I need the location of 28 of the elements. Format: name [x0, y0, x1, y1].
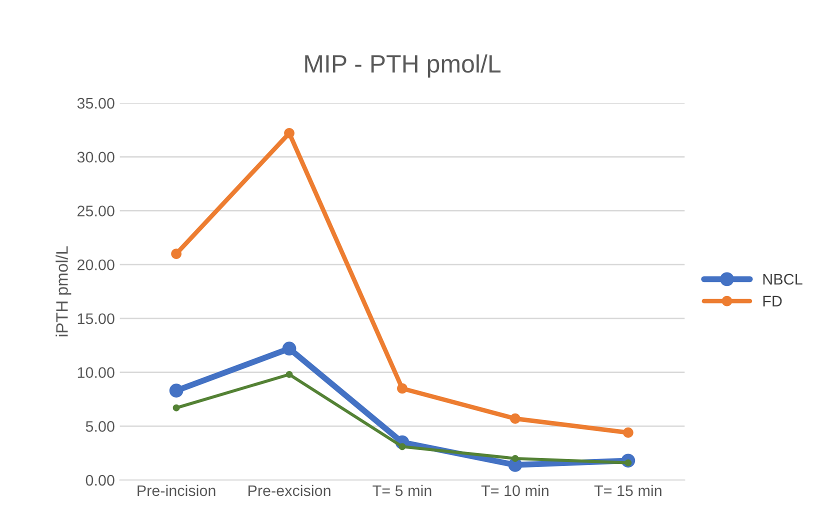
point — [398, 443, 406, 450]
point — [510, 413, 520, 424]
y-tick-label: 25.00 — [78, 206, 114, 216]
point — [282, 342, 296, 356]
point — [286, 370, 293, 378]
chart-title: MIP - PTH pmol/L — [305, 54, 501, 78]
y-tick-label: 30.00 — [77, 152, 114, 163]
x-tick-label: Pre-incision — [138, 484, 216, 496]
legend-label: NBCL — [763, 274, 802, 285]
y-tick-label: 15.00 — [78, 313, 114, 324]
point — [169, 384, 184, 398]
point — [171, 248, 182, 260]
x-tick-label: T= 5 min — [372, 484, 432, 496]
x-tick-label: T= 15 min — [594, 484, 662, 496]
point — [172, 404, 180, 412]
point — [397, 383, 408, 394]
y-axis-title: iPTH pmol/L — [56, 246, 72, 336]
legend-label: FD — [763, 296, 782, 306]
point — [622, 427, 634, 438]
point — [512, 455, 519, 462]
x-tick-label: Pre-excision — [248, 484, 330, 496]
x-tick-label: T= 10 min — [481, 484, 548, 496]
y-tick-label: 0.00 — [86, 474, 114, 486]
point — [284, 128, 294, 138]
y-tick-label: 10.00 — [78, 367, 114, 378]
y-tick-label: 20.00 — [78, 259, 114, 270]
y-tick-label: 35.00 — [77, 98, 114, 109]
y-tick-label: 5.00 — [86, 421, 114, 432]
